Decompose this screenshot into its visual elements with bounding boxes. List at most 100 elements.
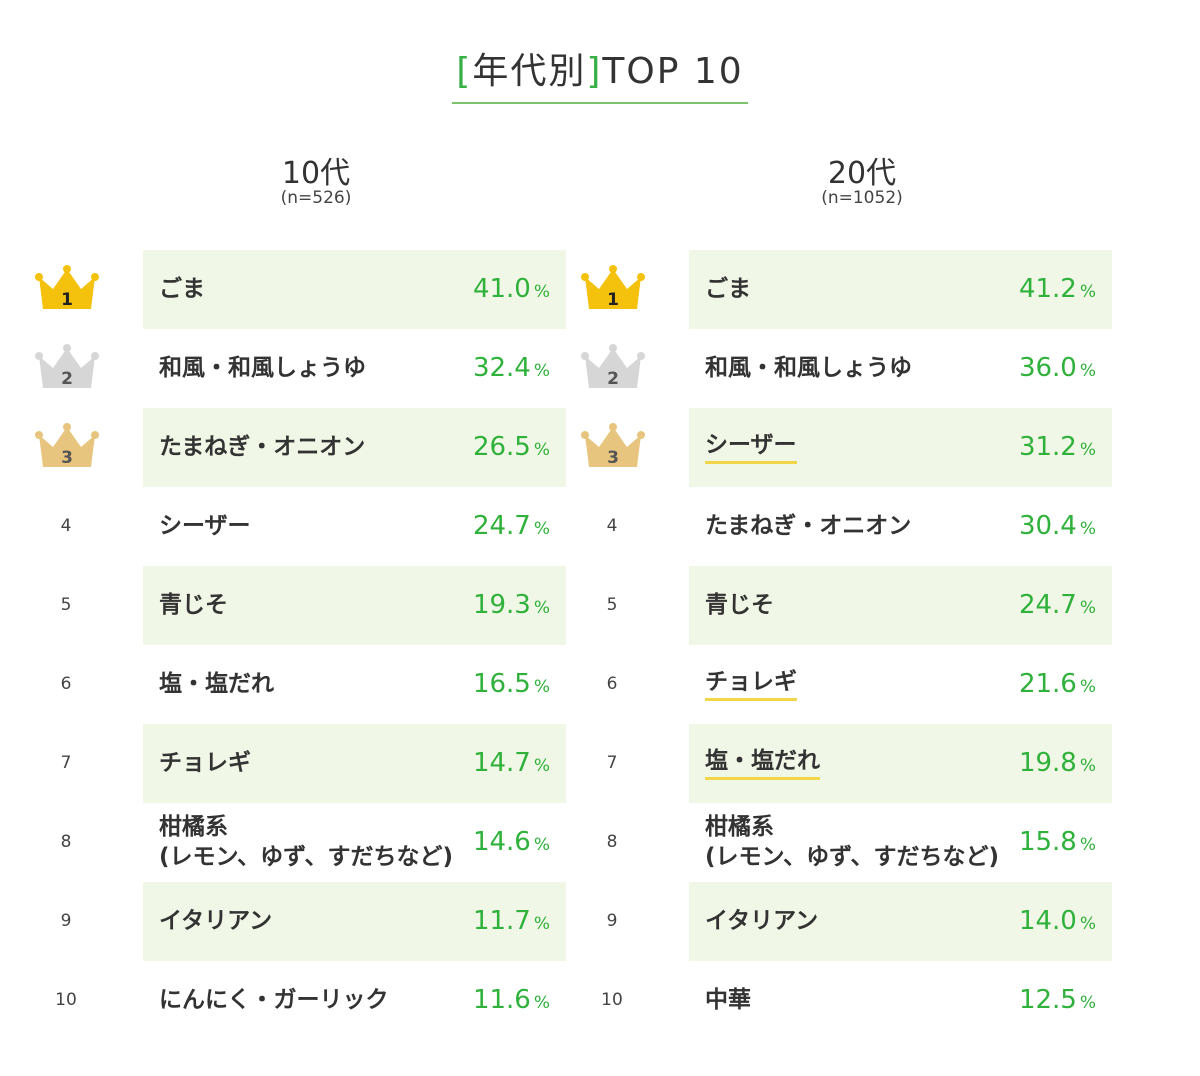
ranking-bar: 和風・和風しょうゆ 36.0% <box>689 329 1112 408</box>
column-sample-size: (n=1052) <box>821 188 903 208</box>
percent-unit: % <box>1079 677 1096 697</box>
percent-unit: % <box>533 519 550 539</box>
silver-crown-icon: 2 <box>35 344 99 389</box>
percent-value: 14.0% <box>1018 906 1096 936</box>
item-label: にんにく・ガーリック <box>159 986 389 1013</box>
title-close-bracket: ] <box>586 51 603 92</box>
percent-unit: % <box>533 756 550 776</box>
ranking-column-20s: 20代 (n=1052) 1 ごま 41.2% 2 和風・和風しょうゆ 36.0% 3 シーザ… <box>562 0 1162 1076</box>
item-label: 柑橘系 (レモン、ゆず、すだちなど) <box>159 813 454 870</box>
item-label: 和風・和風しょうゆ <box>159 354 366 381</box>
percent-unit: % <box>1079 361 1096 381</box>
rank-cell: 9 <box>562 882 662 961</box>
page-title-wrap: [年代別]TOP 10 <box>0 42 1200 104</box>
rank-number: 6 <box>606 674 618 694</box>
percent-value: 24.7% <box>1018 590 1096 620</box>
item-label: チョレギ <box>159 749 251 776</box>
rank-cell: 7 <box>16 724 116 803</box>
percent-value: 11.7% <box>472 906 550 936</box>
rank-cell: 6 <box>16 645 116 724</box>
item-label: 塩・塩だれ <box>159 670 274 697</box>
item-label: イタリアン <box>705 907 819 934</box>
percent-unit: % <box>1079 282 1096 302</box>
item-label: 柑橘系 (レモン、ゆず、すだちなど) <box>705 813 1000 870</box>
title-text: 年代別 <box>472 51 587 92</box>
column-title: 10代 <box>281 156 351 191</box>
ranking-bar: 柑橘系 (レモン、ゆず、すだちなど) 14.6% <box>143 803 566 882</box>
percent-value: 21.6% <box>1018 669 1096 699</box>
rank-number: 10 <box>55 990 77 1010</box>
rank-cell: 8 <box>16 803 116 882</box>
rank-number: 8 <box>606 832 618 852</box>
ranking-row: 9 イタリアン 11.7% <box>16 882 576 961</box>
ranking-bar: イタリアン 14.0% <box>689 882 1112 961</box>
ranking-row: 9 イタリアン 14.0% <box>562 882 1122 961</box>
item-label: 青じそ <box>159 591 228 618</box>
ranking-row: 10 中華 12.5% <box>562 961 1122 1040</box>
rank-cell: 6 <box>562 645 662 724</box>
ranking-bar: ごま 41.0% <box>143 250 566 329</box>
ranking-row: 5 青じそ 19.3% <box>16 566 576 645</box>
percent-unit: % <box>533 440 550 460</box>
ranking-bar: 塩・塩だれ 16.5% <box>143 645 566 724</box>
item-label: たまねぎ・オニオン <box>705 512 912 539</box>
rank-cell: 2 <box>16 329 116 408</box>
percent-unit: % <box>533 993 550 1013</box>
ranking-bar: シーザー 24.7% <box>143 487 566 566</box>
item-label: ごま <box>705 275 751 302</box>
silver-crown-icon: 2 <box>581 344 645 389</box>
rank-cell: 5 <box>562 566 662 645</box>
gold-crown-icon: 1 <box>581 265 645 310</box>
percent-value: 14.7% <box>472 748 550 778</box>
percent-value: 11.6% <box>472 985 550 1015</box>
ranking-bar: イタリアン 11.7% <box>143 882 566 961</box>
percent-unit: % <box>533 677 550 697</box>
column-title: 20代 <box>827 156 897 191</box>
title-suffix: TOP 10 <box>602 51 744 92</box>
ranking-bar: 青じそ 24.7% <box>689 566 1112 645</box>
ranking-bar: たまねぎ・オニオン 26.5% <box>143 408 566 487</box>
ranking-row: 2 和風・和風しょうゆ 32.4% <box>16 329 576 408</box>
item-label: たまねぎ・オニオン <box>159 433 366 460</box>
gold-crown-icon: 1 <box>35 265 99 310</box>
percent-value: 24.7% <box>472 511 550 541</box>
percent-value: 36.0% <box>1018 353 1096 383</box>
percent-value: 26.5% <box>472 432 550 462</box>
ranking-bar: チョレギ 14.7% <box>143 724 566 803</box>
item-label: 青じそ <box>705 591 774 618</box>
rank-cell: 1 <box>562 250 662 329</box>
rank-number: 5 <box>60 595 72 615</box>
rank-number: 5 <box>606 595 618 615</box>
ranking-row: 7 チョレギ 14.7% <box>16 724 576 803</box>
percent-unit: % <box>533 835 550 855</box>
ranking-bar: ごま 41.2% <box>689 250 1112 329</box>
rank-cell: 9 <box>16 882 116 961</box>
rank-number: 8 <box>60 832 72 852</box>
rank-number: 2 <box>61 369 73 389</box>
rank-cell: 10 <box>16 961 116 1040</box>
ranking-row: 1 ごま 41.0% <box>16 250 576 329</box>
rank-cell: 7 <box>562 724 662 803</box>
percent-value: 31.2% <box>1018 432 1096 462</box>
percent-unit: % <box>1079 598 1096 618</box>
bronze-crown-icon: 3 <box>581 423 645 468</box>
percent-value: 12.5% <box>1018 985 1096 1015</box>
percent-unit: % <box>533 361 550 381</box>
column-sample-size: (n=526) <box>280 188 352 208</box>
rank-number: 9 <box>606 911 618 931</box>
page-title: [年代別]TOP 10 <box>452 42 748 104</box>
ranking-bar: たまねぎ・オニオン 30.4% <box>689 487 1112 566</box>
ranking-row: 2 和風・和風しょうゆ 36.0% <box>562 329 1122 408</box>
rank-number: 9 <box>60 911 72 931</box>
item-label: シーザー <box>159 512 251 539</box>
rank-number: 3 <box>607 448 619 468</box>
ranking-row: 6 塩・塩だれ 16.5% <box>16 645 576 724</box>
percent-value: 30.4% <box>1018 511 1096 541</box>
bronze-crown-icon: 3 <box>35 423 99 468</box>
percent-unit: % <box>1079 756 1096 776</box>
item-label: 塩・塩だれ <box>705 724 820 803</box>
percent-unit: % <box>1079 519 1096 539</box>
rank-cell: 4 <box>16 487 116 566</box>
rank-cell: 3 <box>16 408 116 487</box>
rank-cell: 10 <box>562 961 662 1040</box>
